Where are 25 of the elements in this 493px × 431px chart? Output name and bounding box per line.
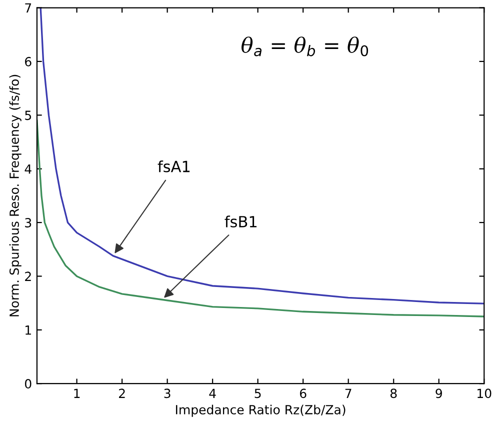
x-tick-label: 2: [119, 388, 125, 398]
x-tick-label: 7: [345, 388, 352, 398]
annotation: θ$_{a}$ = θ$_{b}$ = θ$_{0}$: [242, 36, 368, 56]
y-tick-label: 6: [25, 56, 32, 66]
x-tick-label: 10: [478, 388, 492, 398]
x-tick-label: 4: [209, 388, 216, 398]
x-axis-title: Impedance Ratio Rz(Zb/Za): [176, 404, 346, 417]
line-series: [36, 120, 484, 318]
y-tick-label: 2: [25, 272, 31, 281]
y-axis-title: Norm. Spurious Reso. Frequency (fs/fo): [9, 74, 22, 316]
y-tick-label: 4: [24, 164, 32, 174]
x-tick-label: 5: [254, 388, 261, 398]
annotation: fsB1: [224, 216, 257, 228]
x-tick-label: 8: [390, 388, 397, 398]
x-tick-label: 9: [436, 388, 442, 398]
y-tick-label: 5: [25, 110, 32, 120]
y-tick-label: 0: [24, 379, 32, 389]
x-tick-label: 6: [300, 388, 306, 398]
y-tick-label: 3: [25, 218, 32, 228]
y-tick-label: 1: [26, 326, 31, 335]
line-series: [40, 8, 484, 304]
annotation: fsA1: [158, 160, 190, 172]
y-tick-label: 7: [25, 3, 32, 13]
x-tick-label: 1: [74, 388, 80, 398]
x-tick-label: 3: [164, 388, 170, 398]
